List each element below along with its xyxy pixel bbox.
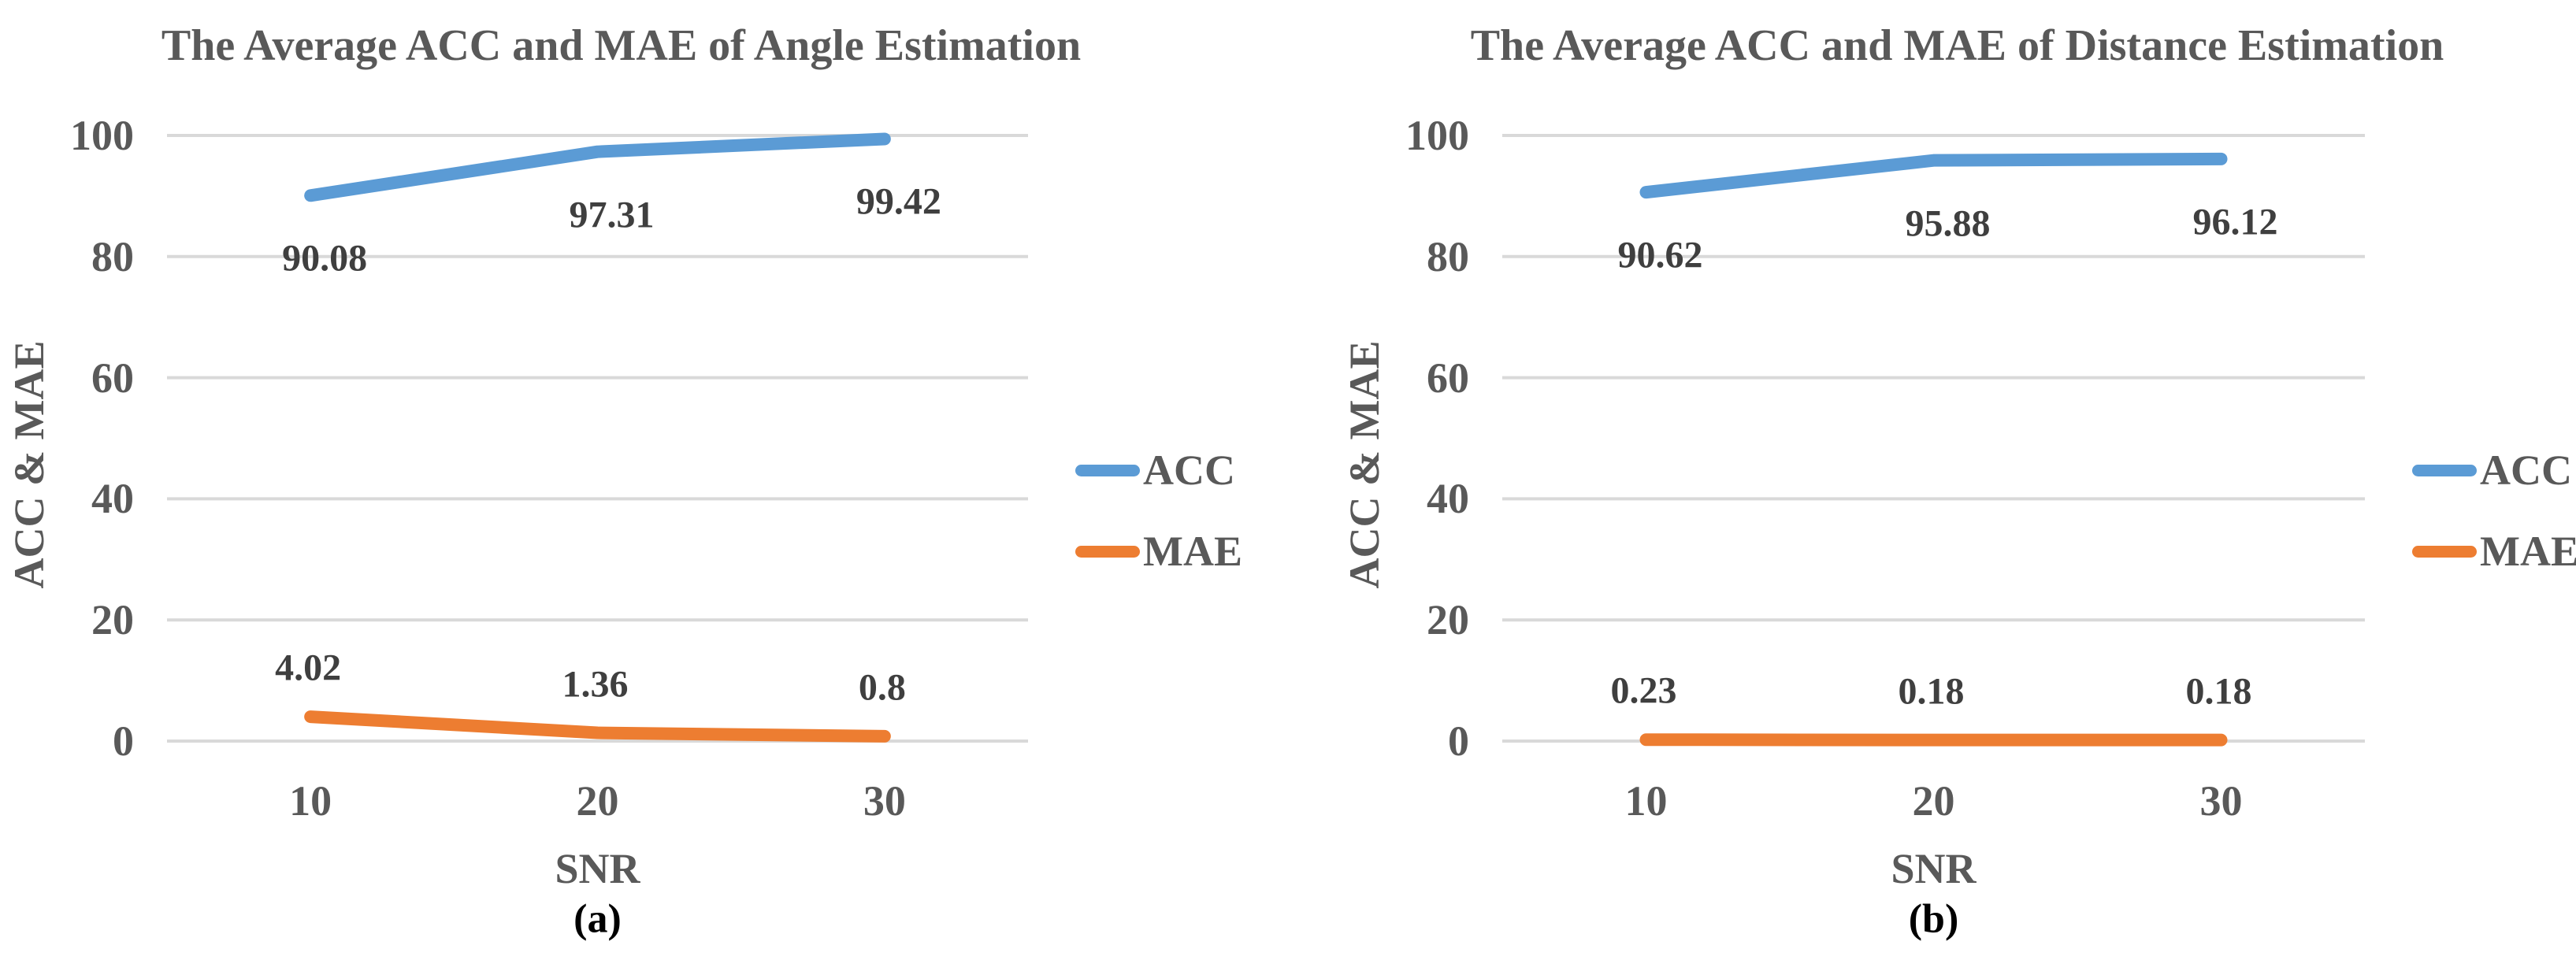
series-line-mae bbox=[304, 710, 891, 743]
chart-title: The Average ACC and MAE of Angle Estimat… bbox=[161, 21, 1082, 70]
data-label-acc: 99.42 bbox=[856, 180, 941, 223]
y-tick-label: 20 bbox=[1427, 596, 1469, 644]
legend-item-mae: MAE bbox=[2412, 527, 2576, 576]
x-tick-label: 30 bbox=[863, 777, 906, 825]
data-label-acc: 95.88 bbox=[1905, 202, 1991, 245]
panel-caption: (a) bbox=[573, 896, 622, 942]
series-line-acc bbox=[1639, 152, 2228, 199]
y-tick-label: 40 bbox=[91, 475, 134, 523]
x-tick-label: 10 bbox=[289, 777, 332, 825]
y-tick-label: 0 bbox=[113, 717, 134, 765]
y-tick-label: 100 bbox=[1405, 112, 1469, 159]
plot-area bbox=[1502, 134, 2365, 747]
y-tick-label: 0 bbox=[1448, 717, 1469, 765]
data-label-mae: 0.18 bbox=[1898, 670, 1965, 713]
data-label-mae: 1.36 bbox=[562, 663, 629, 706]
data-label-acc: 90.62 bbox=[1617, 234, 1703, 276]
y-tick-label: 60 bbox=[1427, 354, 1469, 402]
legend-label: ACC bbox=[1143, 447, 1235, 494]
plot-area bbox=[167, 132, 1028, 743]
legend-swatch-mae bbox=[2412, 545, 2477, 558]
data-label-mae: 0.23 bbox=[1610, 669, 1677, 712]
x-tick-label: 20 bbox=[1912, 777, 1955, 825]
panel-caption: (b) bbox=[1908, 896, 1959, 942]
y-tick-label: 100 bbox=[70, 112, 134, 159]
y-tick-label: 80 bbox=[1427, 232, 1469, 280]
data-label-acc: 96.12 bbox=[2192, 201, 2278, 243]
y-tick-label: 20 bbox=[91, 596, 134, 644]
x-axis-label: SNR bbox=[1891, 845, 1977, 892]
legend-label: MAE bbox=[1143, 528, 1242, 575]
data-label-acc: 90.08 bbox=[282, 237, 368, 280]
legend-item-mae: MAE bbox=[1075, 527, 1242, 576]
data-label-mae: 0.18 bbox=[2185, 670, 2252, 713]
legend-label: ACC bbox=[2480, 447, 2572, 494]
chart-title: The Average ACC and MAE of Distance Esti… bbox=[1470, 21, 2444, 70]
x-tick-label: 20 bbox=[576, 777, 619, 825]
y-tick-label: 40 bbox=[1427, 475, 1469, 523]
legend-item-acc: ACC bbox=[1075, 446, 1235, 495]
y-tick-label: 60 bbox=[91, 354, 134, 402]
x-tick-label: 10 bbox=[1624, 777, 1668, 825]
y-tick-label: 80 bbox=[91, 232, 134, 280]
legend-swatch-acc bbox=[1075, 464, 1140, 476]
data-label-mae: 0.8 bbox=[858, 666, 906, 709]
chart-panel-a: The Average ACC and MAE of Angle Estimat… bbox=[6, 21, 1242, 942]
legend-item-acc: ACC bbox=[2412, 446, 2572, 495]
legend-label: MAE bbox=[2480, 528, 2576, 575]
data-label-acc: 97.31 bbox=[569, 194, 655, 236]
series-line-acc bbox=[304, 132, 891, 202]
x-tick-label: 30 bbox=[2199, 777, 2243, 825]
legend-swatch-acc bbox=[2412, 464, 2477, 476]
data-label-mae: 4.02 bbox=[275, 647, 342, 689]
legend-swatch-mae bbox=[1075, 545, 1140, 558]
x-axis-label: SNR bbox=[555, 845, 640, 892]
chart-panel-b: The Average ACC and MAE of Distance Esti… bbox=[1288, 0, 2576, 960]
